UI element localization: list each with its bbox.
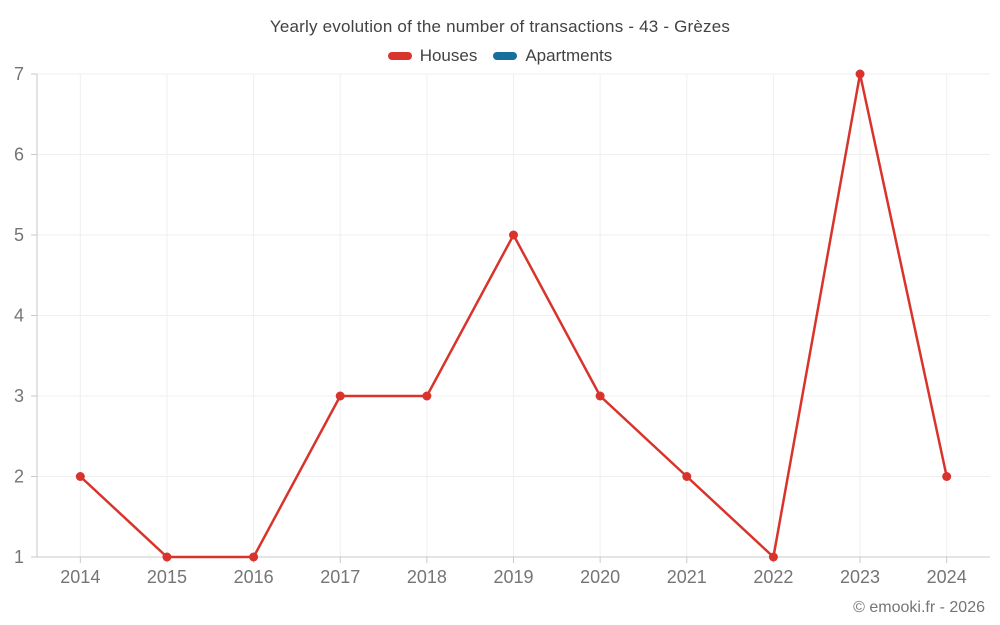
x-axis-label: 2016 [234, 567, 274, 587]
x-axis-label: 2015 [147, 567, 187, 587]
x-axis-label: 2017 [320, 567, 360, 587]
x-axis-label: 2020 [580, 567, 620, 587]
y-axis-label: 7 [14, 64, 24, 84]
x-axis-label: 2021 [667, 567, 707, 587]
chart-title: Yearly evolution of the number of transa… [269, 17, 731, 36]
data-point-houses-2022[interactable] [768, 552, 778, 562]
data-point-houses-2019[interactable] [509, 230, 518, 240]
data-point-houses-2014[interactable] [75, 472, 85, 481]
y-axis-label: 4 [14, 306, 24, 326]
legend: Houses Apartments [0, 46, 1000, 66]
x-axis-label: 2022 [753, 567, 793, 587]
y-axis-label: 6 [14, 145, 24, 165]
x-axis-label: 2019 [493, 567, 533, 587]
y-axis-label: 3 [14, 386, 24, 406]
x-axis-label: 2023 [840, 567, 880, 587]
x-axis-label: 2014 [60, 567, 100, 587]
data-point-houses-2018[interactable] [422, 391, 432, 401]
data-point-houses-2017[interactable] [335, 391, 345, 401]
y-axis-label: 2 [14, 467, 24, 487]
data-point-houses-2015[interactable] [162, 552, 172, 562]
legend-label: Houses [419, 46, 478, 65]
y-axis-label: 5 [14, 225, 24, 245]
y-axis-label: 1 [14, 547, 24, 567]
data-point-houses-2021[interactable] [682, 472, 692, 481]
copyright-text: © emooki.fr - 2026 [853, 599, 985, 616]
legend-item-apartments[interactable]: Apartments [493, 46, 612, 66]
x-axis-label: 2024 [927, 567, 967, 587]
legend-swatch-houses [387, 52, 412, 60]
data-point-houses-2016[interactable] [249, 552, 259, 562]
data-point-houses-2023[interactable] [855, 69, 865, 79]
data-point-houses-2024[interactable] [942, 472, 952, 481]
legend-swatch-apartments [493, 52, 518, 60]
data-point-houses-2020[interactable] [595, 391, 605, 401]
legend-item-houses[interactable]: Houses [387, 46, 478, 66]
legend-label: Apartments [525, 46, 613, 65]
x-axis-label: 2018 [407, 567, 447, 587]
